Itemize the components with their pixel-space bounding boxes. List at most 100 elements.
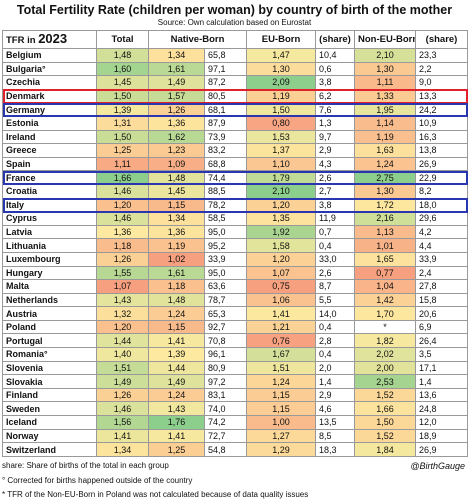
tfr-cell: 1,60: [96, 61, 149, 77]
tfr-cell: 2,10: [246, 183, 316, 199]
tfr-cell: 1,00: [246, 415, 316, 430]
share-cell: 2,8: [315, 333, 355, 349]
table: TFR in 2023 Total Native-Born EU-Born (s…: [2, 30, 468, 457]
tfr-cell: 1,48: [148, 170, 205, 185]
footnote: ° Corrected for births happened outside …: [2, 476, 193, 485]
tfr-cell: 1,19: [354, 129, 416, 145]
share-cell: 95,0: [204, 224, 247, 240]
tfr-cell: 1,49: [96, 374, 149, 389]
title: Total Fertility Rate (children per woman…: [16, 3, 453, 17]
share-cell: 80,5: [204, 88, 247, 104]
share-cell: 68,1: [204, 102, 247, 117]
country: Croatia: [2, 183, 97, 199]
table-row: Luxembourg 1,26 1,02 33,9 1,20 33,0 1,65 33,9: [2, 251, 468, 267]
country: Germany: [2, 102, 97, 117]
share-cell: 15,8: [415, 292, 468, 308]
share-cell: 10,4: [315, 48, 355, 63]
col-header: Non-EU-Born: [354, 30, 416, 49]
tfr-cell: 1,44: [148, 360, 205, 376]
country: Netherlands: [2, 292, 97, 308]
share-cell: 73,9: [204, 129, 247, 145]
tfr-cell: 1,41: [148, 428, 205, 444]
share-cell: 65,3: [204, 306, 247, 321]
tfr-cell: 1,30: [354, 183, 416, 199]
tfr-cell: 1,95: [354, 102, 416, 117]
share-cell: 33,9: [204, 251, 247, 267]
country: Slovenia: [2, 360, 97, 376]
tfr-cell: 1,35: [246, 211, 316, 226]
tfr-cell: 1,19: [148, 238, 205, 253]
tfr-cell: 1,72: [354, 197, 416, 213]
share-cell: 88,5: [204, 183, 247, 199]
share-cell: 12,0: [415, 415, 468, 430]
share-cell: 23,3: [415, 48, 468, 63]
tfr-cell: 1,15: [246, 401, 316, 417]
tfr-cell: 1,55: [96, 265, 149, 281]
share-cell: 13,8: [415, 143, 468, 158]
tfr-cell: 1,21: [246, 319, 316, 335]
footnote: share: Share of births of the total in e…: [2, 461, 169, 470]
tfr-cell: 1,41: [148, 333, 205, 349]
share-cell: 1,3: [315, 115, 355, 131]
share-cell: 9,7: [315, 129, 355, 145]
share-cell: 65,8: [204, 48, 247, 63]
tfr-cell: 1,25: [96, 143, 149, 158]
country: Iceland: [2, 415, 97, 430]
table-row: Greece 1,25 1,23 83,2 1,37 2,9 1,63 13,8: [2, 143, 468, 158]
share-cell: 24,8: [415, 401, 468, 417]
country: Estonia: [2, 115, 97, 131]
country: Italy: [2, 197, 97, 213]
tfr-cell: 1,07: [246, 265, 316, 281]
table-row: Switzerland 1,34 1,25 54,8 1,29 18,3 1,84 26,9: [2, 442, 468, 457]
tfr-cell: 1,50: [96, 88, 149, 104]
share-cell: 33,9: [415, 251, 468, 267]
table-row: Belgium 1,48 1,34 65,8 1,47 10,4 2,10 23,3: [2, 48, 468, 63]
tfr-cell: 1,18: [148, 279, 205, 294]
tfr-cell: 1,07: [96, 279, 149, 294]
share-cell: 9,0: [415, 75, 468, 90]
share-cell: 95,0: [204, 265, 247, 281]
corner-year: 2023: [38, 30, 68, 46]
country: Norway: [2, 428, 97, 444]
tfr-cell: 1,11: [96, 156, 149, 172]
tfr-cell: 1,51: [246, 360, 316, 376]
share-cell: 4,6: [315, 401, 355, 417]
share-cell: 2,6: [315, 170, 355, 185]
table-row: Cyprus 1,46 1,34 58,5 1,35 11,9 2,16 29,6: [2, 211, 468, 226]
tfr-cell: 1,26: [96, 251, 149, 267]
share-cell: 96,1: [204, 347, 247, 362]
tfr-cell: 1,14: [354, 115, 416, 131]
col-header: EU-Born: [246, 30, 316, 49]
tfr-cell: 2,53: [354, 374, 416, 389]
tfr-cell: 1,13: [354, 224, 416, 240]
table-row: Italy 1,20 1,15 78,2 1,20 3,8 1,72 18,0: [2, 197, 468, 213]
share-cell: 1,4: [415, 374, 468, 389]
share-cell: 6,2: [315, 88, 355, 104]
share-cell: 3,8: [315, 197, 355, 213]
share-cell: 4,2: [415, 224, 468, 240]
tfr-cell: 1,15: [246, 387, 316, 403]
share-cell: 0,4: [315, 238, 355, 253]
tfr-cell: 1,04: [354, 279, 416, 294]
share-cell: 74,4: [204, 170, 247, 185]
share-cell: 0,4: [315, 319, 355, 335]
share-cell: 78,2: [204, 197, 247, 213]
tfr-cell: 1,24: [354, 156, 416, 172]
tfr-cell: 1,49: [148, 374, 205, 389]
table-row: Finland 1,26 1,24 83,1 1,15 2,9 1,52 13,6: [2, 387, 468, 403]
tfr-cell: 1,36: [148, 224, 205, 240]
share-cell: 8,2: [415, 183, 468, 199]
subtitle: Source: Own calculation based on Eurosta…: [157, 18, 312, 27]
tfr-cell: 0,76: [246, 333, 316, 349]
tfr-cell: 1,50: [246, 102, 316, 117]
country: Poland: [2, 319, 97, 335]
tfr-cell: 1,58: [246, 238, 316, 253]
share-cell: 80,9: [204, 360, 247, 376]
share-cell: 26,4: [415, 333, 468, 349]
table-row: Iceland 1,56 1,76 74,2 1,00 13,5 1,50 12,0: [2, 415, 468, 430]
table-row: Slovakia 1,49 1,49 97,2 1,24 1,4 2,53 1,4: [2, 374, 468, 389]
table-row: Sweden 1,46 1,43 74,0 1,15 4,6 1,66 24,8: [2, 401, 468, 417]
tfr-cell: 1,47: [246, 48, 316, 63]
country: Portugal: [2, 333, 97, 349]
tfr-cell: 1,70: [354, 306, 416, 321]
